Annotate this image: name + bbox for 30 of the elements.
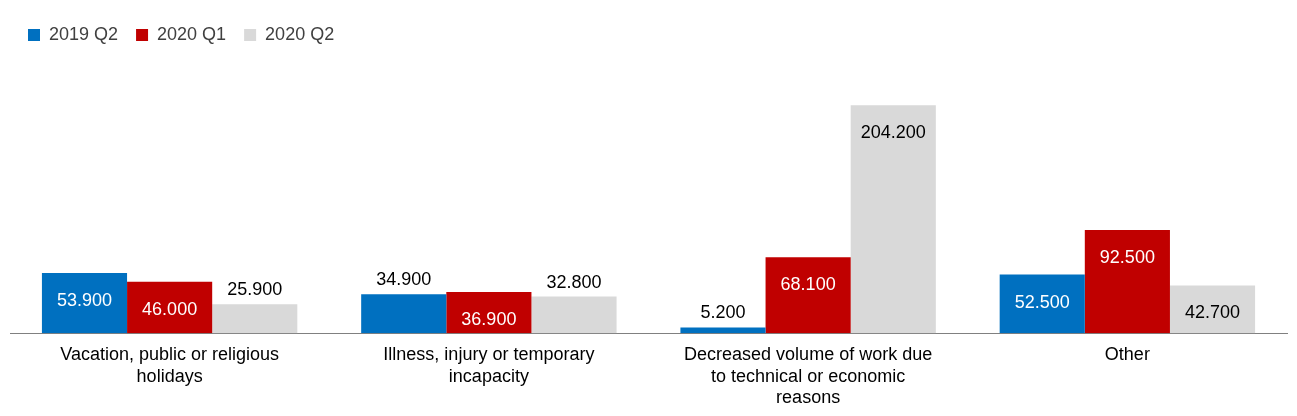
bar (361, 294, 447, 334)
data-label: 46.000 (142, 298, 198, 319)
bar (1169, 285, 1256, 334)
bar (127, 281, 213, 334)
bar (999, 274, 1085, 334)
data-label: 25.900 (227, 279, 283, 300)
bar (1084, 229, 1170, 334)
legend-label: 2019 Q2 (49, 23, 119, 44)
data-label: 34.900 (376, 269, 432, 290)
data-label: 92.500 (1099, 246, 1155, 267)
x-tick-label: Illness, injury or temporary incapacity (383, 343, 595, 386)
x-tick-label: Vacation, public or religious holidays (60, 343, 280, 386)
bar (680, 327, 766, 334)
bar (531, 296, 617, 334)
bar (41, 273, 128, 334)
bar (212, 304, 298, 334)
data-label: 53.900 (56, 289, 113, 310)
data-label: 52.500 (1014, 291, 1070, 312)
x-tick-label: Other (1104, 343, 1150, 364)
legend-label: 2020 Q2 (265, 23, 335, 44)
x-tick-label: Decreased volume of work due to technical or economic reasons (684, 343, 933, 408)
legend-label: 2020 Q1 (157, 23, 227, 44)
data-label: 32.800 (546, 271, 602, 292)
data-label: 5.200 (700, 302, 746, 323)
data-label: 42.700 (1184, 302, 1241, 323)
data-label: 36.900 (461, 308, 517, 329)
data-label: 68.100 (780, 274, 836, 295)
data-label: 204.200 (860, 122, 926, 143)
bar (850, 105, 936, 334)
bar (765, 257, 851, 334)
